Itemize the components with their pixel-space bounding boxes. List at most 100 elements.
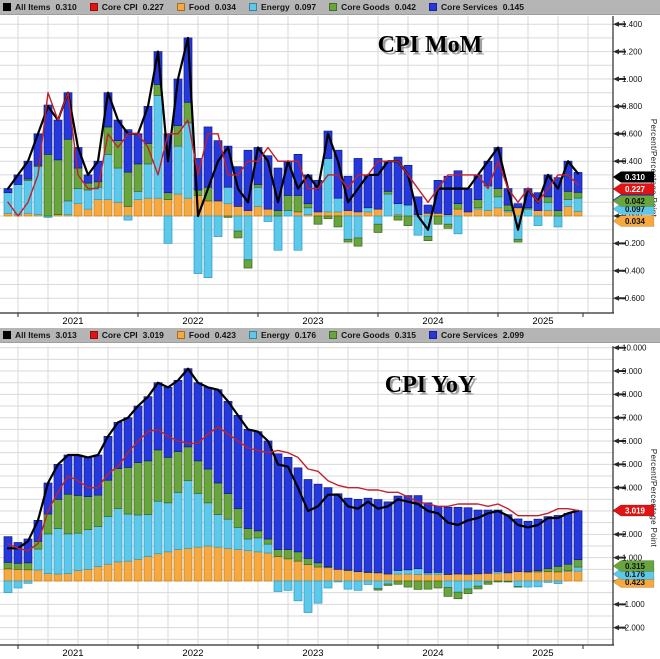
svg-text:0.315: 0.315 <box>625 562 646 571</box>
svg-text:0.400: 0.400 <box>622 157 643 166</box>
x-axis-year-label: 2023 <box>302 316 323 327</box>
svg-text:1.200: 1.200 <box>622 47 643 56</box>
legend-item-core-goods[interactable]: Core Goods 0.315 <box>329 330 416 340</box>
energy-swatch-icon <box>248 3 257 11</box>
legend-mom: All Items 0.310 Core CPI 0.227 Food 0.034 E… <box>0 0 660 15</box>
svg-text:-0.400: -0.400 <box>622 267 645 276</box>
core-goods-swatch-icon <box>329 331 338 339</box>
svg-text:6.000: 6.000 <box>622 437 643 446</box>
svg-text:-1.000: -1.000 <box>622 600 645 609</box>
axis-value-tag <box>612 560 655 572</box>
svg-text:9.000: 9.000 <box>622 367 643 376</box>
legend-item-core-services[interactable]: Core Services 2.099 <box>429 330 524 340</box>
legend-label: Energy <box>260 2 290 12</box>
legend-label: Core CPI <box>101 330 138 340</box>
svg-text:-0.600: -0.600 <box>622 294 645 303</box>
x-axis-year-label: 2024 <box>422 648 443 659</box>
svg-text:0.227: 0.227 <box>625 185 646 194</box>
svg-text:0.034: 0.034 <box>625 217 646 226</box>
x-axis-year-label: 2025 <box>532 316 553 327</box>
axis-value-tag <box>612 183 655 195</box>
svg-text:10.000: 10.000 <box>622 344 647 353</box>
svg-text:0.042: 0.042 <box>625 197 646 206</box>
line-all-items <box>6 367 580 550</box>
legend-item-all-items[interactable]: All Items 0.310 <box>3 2 77 12</box>
core-cpi-swatch-icon <box>89 331 98 339</box>
svg-text:7.000: 7.000 <box>622 413 643 422</box>
x-axis-year-label: 2021 <box>62 316 83 327</box>
x-axis-year-label: 2022 <box>182 316 203 327</box>
legend-item-core-cpi[interactable]: Core CPI 3.019 <box>89 330 164 340</box>
legend-label: Energy <box>260 330 290 340</box>
svg-text:0.097: 0.097 <box>625 205 646 214</box>
x-axis-year-label: 2022 <box>182 648 203 659</box>
svg-text:0.310: 0.310 <box>625 173 646 182</box>
svg-text:8.000: 8.000 <box>622 390 643 399</box>
legend-value: 0.042 <box>394 2 417 12</box>
chart-mom: 1.4001.2001.0000.8000.6000.4000.2000.000… <box>0 16 658 327</box>
legend-item-energy[interactable]: Energy 0.097 <box>248 2 317 12</box>
legend-value: 2.099 <box>502 330 524 340</box>
legend-label: Food <box>188 330 210 340</box>
all-items-swatch-icon <box>3 3 11 11</box>
x-axis-year-label: 2025 <box>532 648 553 659</box>
svg-text:3.019: 3.019 <box>625 506 646 515</box>
svg-text:-2.000: -2.000 <box>622 623 645 632</box>
legend-label: Food <box>188 2 210 12</box>
legend-value: 0.315 <box>394 330 417 340</box>
legend-label: All Items <box>15 330 51 340</box>
svg-text:0.176: 0.176 <box>625 570 646 579</box>
svg-text:1.000: 1.000 <box>622 553 643 562</box>
legend-yoy: All Items 3.013 Core CPI 3.019 Food 0.423 E… <box>0 328 660 343</box>
svg-text:0.800: 0.800 <box>622 102 643 111</box>
core-services-swatch-icon <box>429 331 438 339</box>
legend-label: Core Services <box>441 330 498 340</box>
core-cpi-swatch-icon <box>89 3 98 11</box>
legend-value: 3.019 <box>142 330 164 340</box>
legend-label: Core CPI <box>101 2 138 12</box>
svg-text:4.000: 4.000 <box>622 483 643 492</box>
svg-text:1.400: 1.400 <box>622 20 643 29</box>
chart-title: CPI MoM <box>378 32 483 58</box>
legend-value: 3.013 <box>55 330 77 340</box>
axis-value-tag <box>612 215 655 227</box>
svg-text:-0.200: -0.200 <box>622 239 645 248</box>
legend-item-core-goods[interactable]: Core Goods 0.042 <box>329 2 416 12</box>
core-goods-swatch-icon <box>329 3 338 11</box>
x-axis-year-label: 2024 <box>422 316 443 327</box>
svg-text:0.423: 0.423 <box>625 578 646 587</box>
svg-text:0.600: 0.600 <box>622 130 643 139</box>
legend-label: All Items <box>15 2 51 12</box>
core-services-swatch-icon <box>429 3 438 11</box>
y-axis-title: Percent/Percentage Point <box>649 119 658 218</box>
legend-item-core-cpi[interactable]: Core CPI 0.227 <box>89 2 164 12</box>
stacked-bars <box>3 37 583 279</box>
svg-text:CPI MoM: CPI MoM <box>380 35 485 61</box>
legend-item-food[interactable]: Food 0.423 <box>176 330 236 340</box>
legend-item-all-items[interactable]: All Items 3.013 <box>3 330 77 340</box>
svg-text:CPI YoY: CPI YoY <box>387 375 477 401</box>
chart-yoy: 10.0009.0008.0007.0006.0005.0004.0003.00… <box>0 344 658 659</box>
legend-item-core-services[interactable]: Core Services 0.145 <box>429 2 524 12</box>
energy-swatch-icon <box>248 331 257 339</box>
legend-value: 0.423 <box>214 330 236 340</box>
legend-label: Core Goods <box>341 2 390 12</box>
line-core-cpi <box>7 91 579 217</box>
svg-text:1.000: 1.000 <box>622 75 643 84</box>
legend-value: 0.310 <box>55 2 77 12</box>
chart-title: CPI YoY <box>385 372 475 398</box>
food-swatch-icon <box>176 3 185 11</box>
axis-value-tag <box>612 195 655 207</box>
legend-value: 0.097 <box>294 2 317 12</box>
legend-value: 0.176 <box>294 330 317 340</box>
all-items-swatch-icon <box>3 331 11 339</box>
legend-item-food[interactable]: Food 0.034 <box>176 2 236 12</box>
axis-value-tag <box>612 171 655 183</box>
svg-text:2.000: 2.000 <box>622 530 643 539</box>
line-all-items <box>6 36 580 231</box>
x-axis-year-label: 2021 <box>62 648 83 659</box>
y-axis-title: Percent/Percentage Point <box>649 449 658 548</box>
legend-item-energy[interactable]: Energy 0.176 <box>248 330 317 340</box>
